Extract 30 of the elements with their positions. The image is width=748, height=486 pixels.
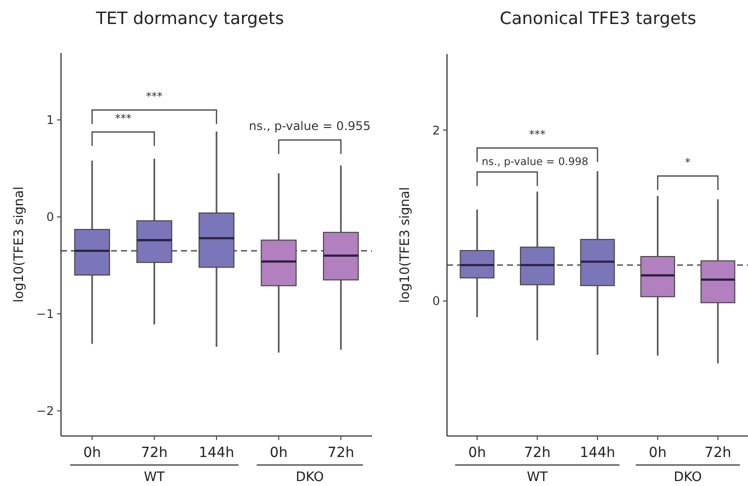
x-tick-label: 72h	[704, 445, 732, 461]
x-tick-label: 144h	[580, 445, 616, 461]
annotation: ns., p-value = 0.955	[248, 119, 371, 133]
y-axis-title: log10(TFE3 signal	[12, 186, 27, 302]
annotation: ***	[114, 112, 132, 125]
annotation: *	[685, 156, 692, 169]
x-tick-label: 72h	[524, 445, 551, 461]
y-tick-label: −2	[36, 404, 54, 418]
annotation: ***	[146, 90, 164, 103]
annotation: ns., p-value = 0.998	[482, 156, 588, 168]
text: WT	[144, 470, 165, 485]
y-tick-label: 0	[432, 294, 440, 308]
text: DKO	[296, 470, 324, 485]
y-tick-label: 0	[46, 210, 54, 224]
y-tick-label: −1	[36, 307, 54, 322]
x-tick-label: 72h	[140, 445, 168, 461]
text: DKO	[674, 470, 702, 485]
x-tick-label: 144h	[198, 445, 234, 461]
chart-title: TET dormancy targets	[95, 9, 284, 29]
x-tick-label: 0h	[270, 445, 288, 461]
y-tick-label: 1	[46, 113, 54, 128]
x-tick-label: 0h	[468, 445, 486, 461]
y-tick-label: 2	[432, 123, 440, 138]
text: WT	[526, 470, 548, 485]
annotation: ***	[529, 128, 546, 141]
x-tick-label: 0h	[83, 445, 101, 461]
x-tick-label: 0h	[648, 445, 667, 461]
y-axis-title: log10(TFE3 signal	[398, 187, 413, 303]
chart-title: Canonical TFE3 targets	[500, 9, 696, 29]
x-tick-label: 72h	[328, 445, 354, 461]
